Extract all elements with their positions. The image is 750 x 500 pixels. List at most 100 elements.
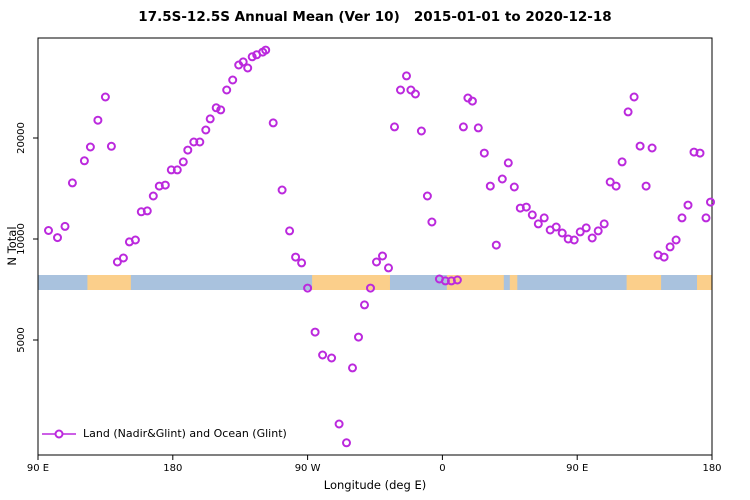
surface-band-land-segment	[697, 275, 712, 290]
data-point	[247, 52, 257, 62]
data-point	[118, 253, 128, 263]
data-point	[635, 141, 645, 151]
data-point	[354, 332, 363, 342]
y-tick-label: 10000	[16, 223, 27, 255]
data-point	[671, 235, 681, 245]
data-point	[100, 92, 110, 102]
data-point	[378, 251, 387, 261]
data-point	[211, 103, 221, 113]
surface-band-land-segment	[312, 275, 390, 290]
data-point	[422, 191, 432, 201]
data-point	[629, 92, 639, 102]
data-point	[228, 75, 238, 85]
data-point	[641, 181, 651, 191]
data-point	[677, 213, 687, 223]
data-point	[402, 71, 411, 81]
data-point	[706, 197, 715, 207]
data-point	[67, 178, 77, 188]
data-point	[467, 96, 477, 106]
data-point	[44, 226, 53, 235]
data-point	[503, 158, 513, 168]
data-point	[261, 45, 271, 55]
surface-band-land-segment	[626, 275, 662, 290]
data-point	[605, 177, 615, 187]
data-point	[539, 213, 549, 223]
data-point	[458, 122, 468, 132]
legend-marker-icon	[42, 429, 76, 438]
data-point	[172, 165, 182, 175]
data-point	[93, 115, 103, 125]
x-tick-label: 0	[439, 463, 445, 474]
x-tick-label: 180	[702, 463, 721, 474]
data-point	[205, 114, 215, 124]
data-point	[581, 223, 591, 233]
data-point	[683, 200, 693, 210]
x-tick-label: 90 W	[295, 463, 321, 474]
data-point	[384, 263, 393, 273]
data-point	[617, 157, 627, 167]
data-point	[243, 63, 253, 73]
data-point	[106, 141, 116, 151]
data-point	[53, 233, 62, 243]
data-point	[318, 350, 328, 360]
data-point	[497, 174, 507, 184]
y-tick-label: 20000	[16, 122, 27, 154]
data-point	[178, 157, 188, 167]
data-point	[291, 252, 301, 262]
data-point	[372, 257, 381, 267]
chart-title: 17.5S-12.5S Annual Mean (Ver 10) 2015-01…	[138, 9, 612, 25]
data-point	[130, 235, 140, 245]
data-point	[348, 363, 357, 373]
data-point	[142, 206, 152, 216]
data-point	[695, 148, 705, 158]
data-point	[85, 142, 95, 152]
legend-label: Land (Nadir&Glint) and Ocean (Glint)	[83, 427, 287, 440]
data-point	[416, 126, 426, 136]
data-point	[479, 148, 489, 158]
data-point	[201, 125, 211, 135]
data-point	[222, 85, 232, 95]
x-tick-label: 90 E	[27, 463, 49, 474]
data-point	[473, 123, 483, 133]
data-point	[238, 57, 248, 67]
data-point	[557, 228, 567, 238]
data-point	[327, 353, 337, 363]
data-point	[268, 118, 278, 128]
data-point	[427, 217, 437, 227]
data-point	[195, 137, 205, 147]
data-point	[334, 419, 344, 429]
y-tick-label: 5000	[16, 327, 27, 352]
data-point	[360, 300, 369, 310]
data-point	[623, 107, 633, 117]
x-axis-label: Longitude (deg E)	[323, 478, 427, 492]
data-point	[665, 242, 675, 252]
data-point	[285, 226, 295, 236]
data-point	[216, 105, 226, 115]
x-tick-label: 90 E	[566, 463, 588, 474]
data-point	[342, 438, 351, 448]
data-point	[183, 145, 193, 155]
data-point	[611, 181, 621, 191]
data-point	[310, 327, 320, 337]
y-axis-label: N Total	[5, 226, 19, 266]
data-point	[575, 227, 585, 237]
data-point	[390, 122, 399, 132]
data-point	[366, 283, 375, 293]
data-point	[521, 202, 531, 212]
surface-band-land-segment	[509, 275, 518, 290]
data-point	[452, 275, 462, 285]
data-point	[303, 283, 313, 293]
data-point	[297, 258, 307, 268]
data-point	[533, 219, 543, 229]
data-point	[396, 85, 405, 95]
data-point	[527, 210, 537, 220]
surface-band-land-segment	[87, 275, 131, 290]
data-point	[491, 240, 501, 250]
data-point	[410, 89, 420, 99]
plot-frame	[37, 37, 713, 456]
data-point	[551, 222, 561, 232]
data-point	[112, 257, 122, 267]
data-point	[277, 185, 287, 195]
